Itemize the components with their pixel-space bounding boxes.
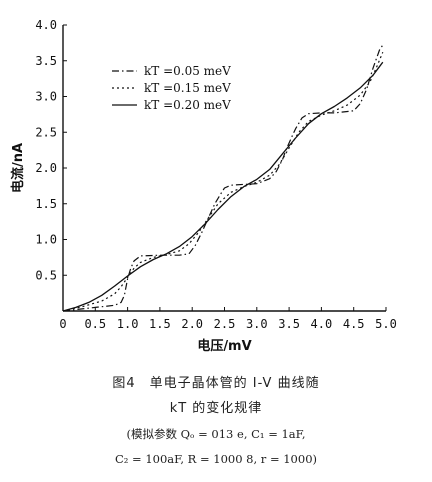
chart-legend: kT =0.05 meV kT =0.15 meV kT =0.20 meV xyxy=(112,64,231,112)
legend-label: kT =0.20 meV xyxy=(144,98,231,112)
series-line-dotted xyxy=(62,51,384,312)
x-axis-title: 电压/mV xyxy=(197,338,251,354)
legend-label: kT =0.05 meV xyxy=(144,64,231,78)
x-tick-label: 4.5 xyxy=(343,317,365,331)
chart-curves xyxy=(62,44,384,312)
figure-caption-title: 图4 单电子晶体管的 I-V 曲线随 xyxy=(112,376,320,391)
y-tick-label: 0.5 xyxy=(35,268,57,282)
y-tick-label: 4.0 xyxy=(35,18,57,32)
x-tick-label: 3.5 xyxy=(278,317,300,331)
chart-axes: 0.5 1.0 1.5 2.0 2.5 3.0 3.5 4.0 0 0.5 1.0 1.5 2.0 2.5… xyxy=(35,18,397,331)
y-tick-label: 1.0 xyxy=(35,233,57,247)
x-tick-label: 3.0 xyxy=(246,317,268,331)
x-tick-label: 2.0 xyxy=(181,317,203,331)
x-tick-label: 0.5 xyxy=(84,317,106,331)
y-tick-label: 3.0 xyxy=(35,90,57,104)
x-tick-label: 4.0 xyxy=(311,317,333,331)
x-tick-label: 1.5 xyxy=(149,317,171,331)
x-tick-label: 0 xyxy=(59,317,66,331)
series-line-solid xyxy=(62,61,384,312)
legend-label: kT =0.15 meV xyxy=(144,81,231,95)
x-tick-label: 1.0 xyxy=(117,317,139,331)
figure-caption-params-line2: C₂ = 100aF, R = 1000 8, r = 1000) xyxy=(114,452,317,466)
y-tick-label: 2.0 xyxy=(35,161,57,175)
y-tick-label: 1.5 xyxy=(35,197,57,211)
x-tick-label: 2.5 xyxy=(214,317,236,331)
y-tick-label: 3.5 xyxy=(35,54,57,68)
x-tick-label: 5.0 xyxy=(375,317,397,331)
figure-caption-params-line1: (模拟参数 Qₒ = 013 e, C₁ = 1aF, xyxy=(126,427,306,441)
figure-caption-subtitle: kT 的变化规律 xyxy=(169,401,263,416)
y-axis-title: 电流/nA xyxy=(10,143,26,193)
y-tick-label: 2.5 xyxy=(35,125,57,139)
